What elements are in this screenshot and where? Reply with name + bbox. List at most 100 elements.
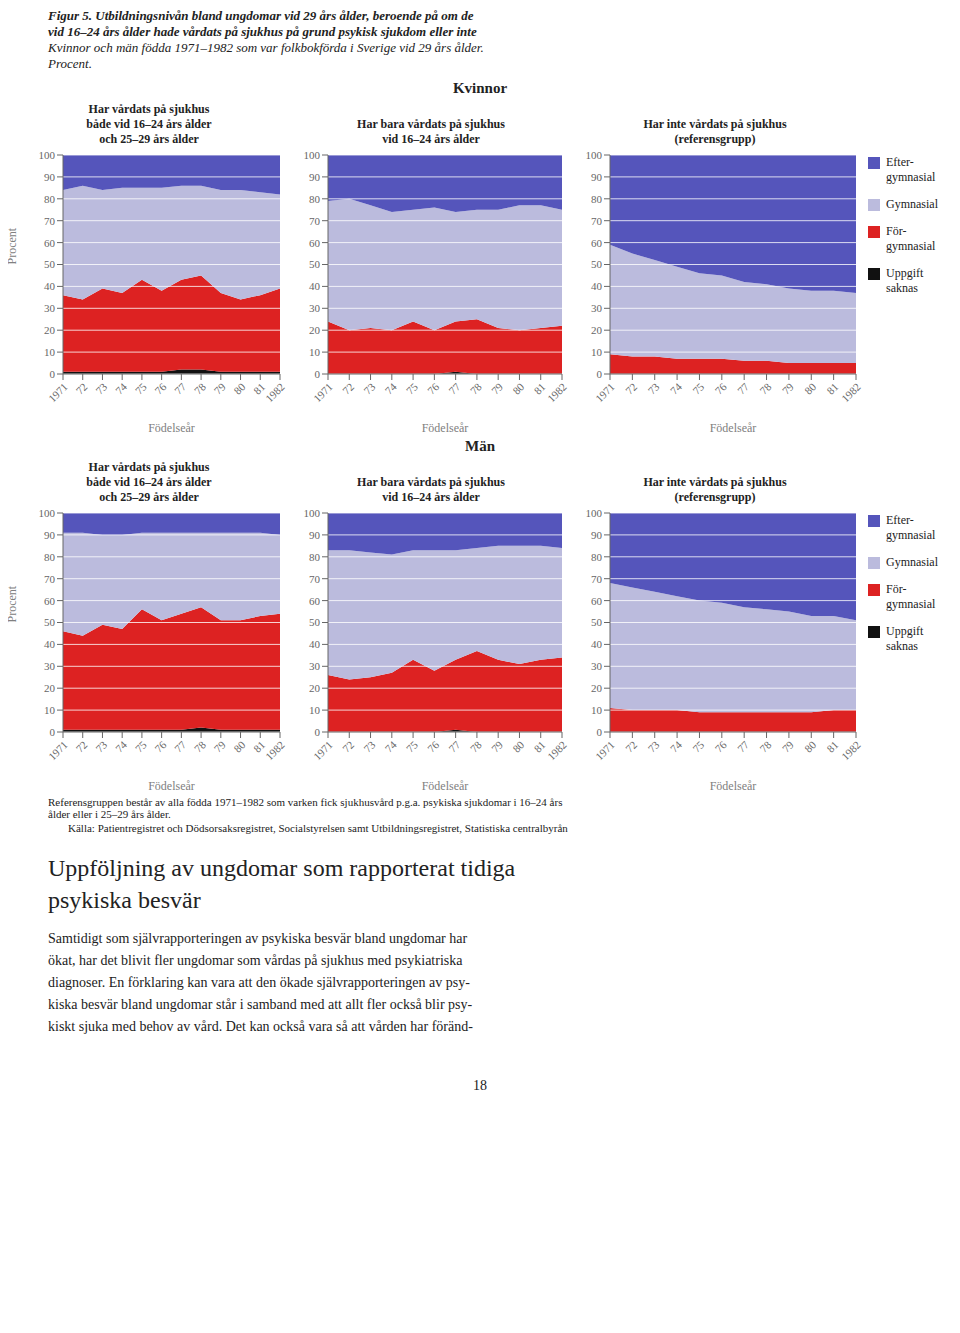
- svg-text:10: 10: [44, 704, 56, 716]
- svg-text:73: 73: [361, 738, 378, 755]
- svg-text:100: 100: [39, 507, 56, 519]
- svg-text:1971: 1971: [311, 738, 335, 762]
- svg-text:40: 40: [44, 280, 56, 292]
- svg-text:76: 76: [712, 738, 729, 755]
- svg-text:1982: 1982: [545, 380, 569, 404]
- svg-text:10: 10: [591, 704, 603, 716]
- svg-text:76: 76: [425, 380, 442, 397]
- svg-text:90: 90: [591, 529, 603, 541]
- svg-text:78: 78: [757, 738, 774, 755]
- svg-text:Födelseår: Födelseår: [148, 779, 195, 790]
- svg-text:78: 78: [468, 380, 485, 397]
- svg-text:100: 100: [304, 507, 321, 519]
- svg-text:30: 30: [309, 660, 321, 672]
- svg-text:90: 90: [591, 171, 603, 183]
- svg-text:100: 100: [39, 149, 56, 161]
- svg-text:50: 50: [44, 258, 56, 270]
- svg-text:90: 90: [309, 171, 321, 183]
- svg-text:1982: 1982: [263, 738, 287, 762]
- svg-text:76: 76: [712, 380, 729, 397]
- svg-text:20: 20: [591, 324, 603, 336]
- svg-text:80: 80: [231, 738, 248, 755]
- svg-text:75: 75: [690, 380, 707, 397]
- svg-text:79: 79: [780, 738, 797, 755]
- svg-text:80: 80: [309, 551, 321, 563]
- svg-text:100: 100: [586, 507, 603, 519]
- svg-text:30: 30: [591, 660, 603, 672]
- svg-text:50: 50: [591, 258, 603, 270]
- svg-text:Födelseår: Födelseår: [148, 421, 195, 432]
- svg-text:0: 0: [50, 368, 56, 380]
- svg-text:77: 77: [735, 738, 752, 755]
- svg-text:70: 70: [44, 573, 56, 585]
- svg-text:74: 74: [113, 738, 130, 755]
- svg-text:30: 30: [309, 302, 321, 314]
- svg-text:80: 80: [591, 551, 603, 563]
- svg-text:0: 0: [50, 726, 56, 738]
- svg-text:10: 10: [309, 704, 321, 716]
- svg-text:77: 77: [172, 738, 189, 755]
- svg-text:30: 30: [591, 302, 603, 314]
- svg-text:78: 78: [468, 738, 485, 755]
- svg-text:30: 30: [44, 302, 56, 314]
- svg-text:1971: 1971: [593, 738, 617, 762]
- svg-text:78: 78: [192, 738, 209, 755]
- svg-text:70: 70: [591, 215, 603, 227]
- svg-text:40: 40: [591, 638, 603, 650]
- svg-text:72: 72: [623, 738, 639, 754]
- svg-text:70: 70: [309, 215, 321, 227]
- svg-text:30: 30: [44, 660, 56, 672]
- svg-text:10: 10: [309, 346, 321, 358]
- svg-text:60: 60: [44, 595, 56, 607]
- svg-text:50: 50: [309, 258, 321, 270]
- svg-text:60: 60: [309, 595, 321, 607]
- svg-text:73: 73: [645, 380, 662, 397]
- svg-text:1971: 1971: [46, 738, 70, 762]
- svg-text:75: 75: [404, 380, 421, 397]
- svg-text:73: 73: [361, 380, 378, 397]
- svg-text:0: 0: [597, 368, 603, 380]
- svg-text:1982: 1982: [839, 738, 863, 762]
- svg-text:80: 80: [591, 193, 603, 205]
- svg-text:80: 80: [44, 551, 56, 563]
- svg-text:75: 75: [404, 738, 421, 755]
- svg-text:1982: 1982: [839, 380, 863, 404]
- svg-text:90: 90: [44, 529, 56, 541]
- svg-text:72: 72: [73, 380, 89, 396]
- svg-text:60: 60: [44, 237, 56, 249]
- svg-text:81: 81: [824, 738, 840, 754]
- svg-text:1982: 1982: [545, 738, 569, 762]
- svg-text:79: 79: [489, 380, 506, 397]
- svg-text:Procent: Procent: [8, 227, 19, 264]
- svg-text:60: 60: [591, 237, 603, 249]
- svg-text:72: 72: [623, 380, 639, 396]
- svg-text:1971: 1971: [311, 380, 335, 404]
- svg-text:76: 76: [152, 738, 169, 755]
- svg-text:0: 0: [597, 726, 603, 738]
- svg-text:72: 72: [340, 380, 356, 396]
- svg-text:73: 73: [93, 380, 110, 397]
- svg-text:81: 81: [824, 380, 840, 396]
- svg-text:74: 74: [382, 738, 399, 755]
- svg-text:70: 70: [591, 573, 603, 585]
- svg-text:80: 80: [802, 380, 819, 397]
- svg-text:20: 20: [309, 682, 321, 694]
- svg-text:76: 76: [152, 380, 169, 397]
- svg-text:1971: 1971: [593, 380, 617, 404]
- svg-text:80: 80: [44, 193, 56, 205]
- svg-text:50: 50: [44, 616, 56, 628]
- svg-text:70: 70: [44, 215, 56, 227]
- svg-text:60: 60: [591, 595, 603, 607]
- svg-text:73: 73: [93, 738, 110, 755]
- svg-text:72: 72: [340, 738, 356, 754]
- svg-text:50: 50: [309, 616, 321, 628]
- svg-text:1982: 1982: [263, 380, 287, 404]
- svg-text:79: 79: [780, 380, 797, 397]
- svg-text:79: 79: [211, 738, 228, 755]
- svg-text:75: 75: [133, 380, 150, 397]
- svg-text:Födelseår: Födelseår: [422, 779, 469, 790]
- svg-text:76: 76: [425, 738, 442, 755]
- svg-text:0: 0: [315, 368, 321, 380]
- svg-text:77: 77: [446, 380, 463, 397]
- svg-text:90: 90: [44, 171, 56, 183]
